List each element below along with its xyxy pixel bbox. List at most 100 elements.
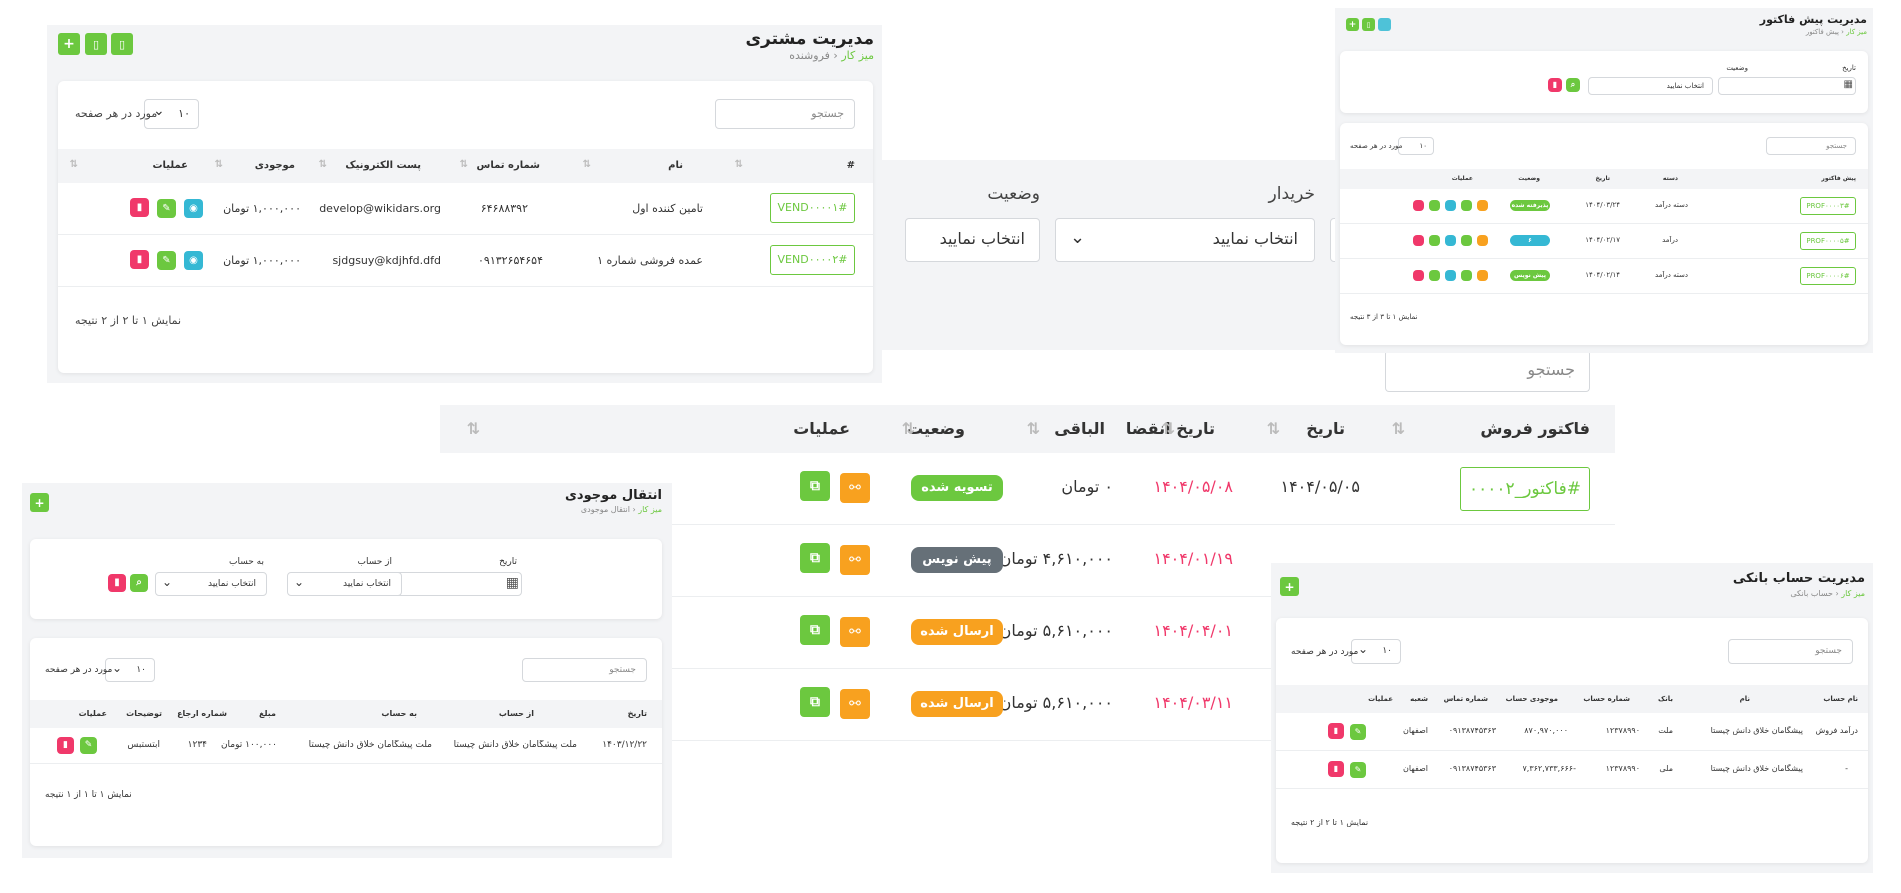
search-button[interactable]: ⌕ <box>1566 78 1580 92</box>
vendor-id-button[interactable]: VEND۰۰۰۰۲# <box>770 245 855 275</box>
info-button[interactable] <box>1378 18 1391 31</box>
copy-button[interactable]: ⧉ <box>800 687 830 717</box>
search-input[interactable]: جستجو <box>1766 137 1856 155</box>
copy-button[interactable]: ⧉ <box>800 615 830 645</box>
edit-button[interactable]: ✎ <box>80 737 97 754</box>
sort-icon[interactable]: ⇅ <box>901 419 915 438</box>
date-input[interactable]: ▦ <box>1718 77 1856 95</box>
breadcrumb-home[interactable]: میز کار <box>841 49 874 62</box>
col-category[interactable]: دسته <box>1662 175 1678 182</box>
col-expiry[interactable]: تاریخ انقضا <box>1125 419 1215 438</box>
sort-icon[interactable]: ⇅ <box>734 159 743 170</box>
file-button[interactable]: ▯ <box>1362 18 1375 31</box>
view-button[interactable] <box>1445 235 1456 246</box>
copy-button[interactable] <box>1461 270 1472 281</box>
date-input[interactable]: ▦ <box>387 572 522 596</box>
sort-icon[interactable]: ⇅ <box>318 159 327 170</box>
delete-button[interactable]: ▮ <box>130 198 149 217</box>
file-button[interactable]: ▯ <box>85 33 107 55</box>
edit-button[interactable]: ✎ <box>1350 724 1366 740</box>
delete-button[interactable]: ▮ <box>1328 723 1344 739</box>
col-status[interactable]: وضعیت <box>1518 175 1540 182</box>
add-button[interactable]: + <box>1346 18 1359 31</box>
link-button[interactable]: ⚯ <box>840 689 870 719</box>
col-remaining[interactable]: الباقی <box>1054 419 1105 438</box>
clear-button[interactable]: ▮ <box>108 574 126 592</box>
col-bank[interactable]: بانک <box>1657 695 1673 703</box>
sort-icon[interactable]: ⇅ <box>582 159 591 170</box>
link-button[interactable]: ⚯ <box>840 617 870 647</box>
delete-button[interactable]: ▮ <box>1328 761 1344 777</box>
search-input[interactable]: جستجو <box>1728 639 1853 664</box>
col-ref[interactable]: شماره ارجاع <box>177 709 227 718</box>
col-phone[interactable]: شماره تماس <box>476 160 540 171</box>
per-page-select[interactable]: ۱۰ ⌄ <box>1351 639 1401 664</box>
file-button[interactable]: ▯ <box>111 33 133 55</box>
calendar-icon[interactable]: ▦ <box>505 575 519 591</box>
vendor-id-button[interactable]: VEND۰۰۰۰۱# <box>770 193 855 223</box>
sort-icon[interactable]: ⇅ <box>1391 419 1405 438</box>
breadcrumb-home[interactable]: میز کار <box>1846 28 1867 36</box>
clear-button[interactable]: ▮ <box>1548 78 1562 92</box>
status-select[interactable]: انتخاب نمایید <box>1588 77 1713 95</box>
col-to[interactable]: به حساب <box>381 709 417 718</box>
col-name[interactable]: نام <box>1739 695 1750 703</box>
search-input[interactable]: جستجو <box>715 99 855 129</box>
note-button[interactable] <box>1477 200 1488 211</box>
edit-button[interactable]: ✎ <box>157 251 176 270</box>
col-account-no[interactable]: شماره حساب <box>1583 695 1630 703</box>
link-button[interactable]: ⚯ <box>840 545 870 575</box>
add-button[interactable]: + <box>58 33 80 55</box>
delete-button[interactable]: ▮ <box>130 250 149 269</box>
col-actions[interactable]: عملیات <box>1368 695 1393 703</box>
col-invoice[interactable]: فاکتور فروش <box>1480 419 1590 438</box>
edit-button[interactable] <box>1429 235 1440 246</box>
status-select[interactable]: انتخاب نمایید <box>905 218 1040 262</box>
delete-button[interactable]: ▮ <box>57 737 74 754</box>
col-account-name[interactable]: نام حساب <box>1823 695 1858 703</box>
delete-button[interactable] <box>1413 270 1424 281</box>
invoice-search-input[interactable]: جستجو <box>1385 350 1590 392</box>
breadcrumb-home[interactable]: میز کار <box>638 505 662 514</box>
edit-button[interactable] <box>1429 270 1440 281</box>
edit-button[interactable]: ✎ <box>1350 762 1366 778</box>
sort-icon[interactable]: ⇅ <box>459 159 468 170</box>
buyer-select[interactable]: انتخاب نمایید ⌄ <box>1055 218 1315 262</box>
per-page-select[interactable]: ۱۰ ⌄ <box>144 99 199 129</box>
col-date[interactable]: تاریخ <box>1306 419 1345 438</box>
col-actions[interactable]: عملیات <box>78 709 107 718</box>
col-proforma[interactable]: پیش فاکتور <box>1821 175 1856 182</box>
add-button[interactable]: + <box>30 493 49 512</box>
note-button[interactable] <box>1477 235 1488 246</box>
col-amount[interactable]: مبلغ <box>259 709 276 718</box>
sort-icon[interactable]: ⇅ <box>214 159 223 170</box>
copy-button[interactable] <box>1461 235 1472 246</box>
to-account-select[interactable]: انتخاب نمایید ⌄ <box>155 572 267 596</box>
col-email[interactable]: پست الکترونیک <box>345 160 421 171</box>
col-date[interactable]: تاریخ <box>627 709 647 718</box>
breadcrumb-home[interactable]: میز کار <box>1841 589 1865 598</box>
col-actions[interactable]: عملیات <box>1451 175 1473 182</box>
col-desc[interactable]: توضیحات <box>126 709 162 718</box>
edit-button[interactable] <box>1429 200 1440 211</box>
invoice-id-button[interactable]: #فاکتور_۰۰۰۰۲ <box>1460 467 1590 511</box>
per-page-select[interactable]: ۱۰ ⌄ <box>105 658 155 682</box>
add-button[interactable]: + <box>1280 577 1299 596</box>
delete-button[interactable] <box>1413 200 1424 211</box>
link-button[interactable]: ⚯ <box>840 473 870 503</box>
calendar-icon[interactable]: ▦ <box>1843 79 1853 90</box>
proforma-id-button[interactable]: PROF۰۰۰۰۶# <box>1800 267 1856 285</box>
view-button[interactable]: ◉ <box>184 199 203 218</box>
view-button[interactable] <box>1445 270 1456 281</box>
col-status[interactable]: وضعیت <box>907 419 965 438</box>
col-actions[interactable]: عملیات <box>793 419 850 438</box>
note-button[interactable] <box>1477 270 1488 281</box>
sort-icon[interactable]: ⇅ <box>1266 419 1280 438</box>
sort-icon[interactable]: ⇅ <box>69 159 78 170</box>
col-from[interactable]: از حساب <box>498 709 534 718</box>
view-button[interactable]: ◉ <box>184 251 203 270</box>
search-button[interactable]: ⌕ <box>130 574 148 592</box>
sort-icon[interactable]: ⇅ <box>466 419 480 438</box>
copy-button[interactable]: ⧉ <box>800 471 830 501</box>
col-name[interactable]: نام <box>668 160 683 171</box>
